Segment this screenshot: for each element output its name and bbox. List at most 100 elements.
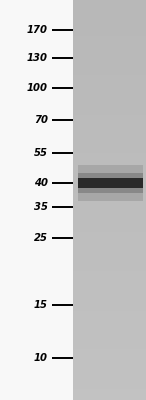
Bar <box>73 179 146 180</box>
Bar <box>73 365 146 367</box>
Bar <box>73 172 146 173</box>
Bar <box>73 247 146 248</box>
Bar <box>73 17 146 19</box>
Bar <box>73 221 146 223</box>
Bar <box>73 216 146 217</box>
Bar <box>73 196 146 197</box>
Bar <box>73 29 146 31</box>
Bar <box>73 12 146 13</box>
Bar <box>73 27 146 28</box>
Bar <box>73 148 146 149</box>
Bar <box>73 276 146 277</box>
Bar <box>73 69 146 71</box>
Bar <box>73 7 146 8</box>
Bar <box>73 173 146 175</box>
Bar <box>73 140 146 141</box>
Bar <box>73 152 146 153</box>
Bar <box>73 295 146 296</box>
Bar <box>73 268 146 269</box>
Bar <box>73 316 146 317</box>
Bar <box>73 119 146 120</box>
Bar <box>73 363 146 364</box>
Bar <box>73 75 146 76</box>
Bar <box>73 367 146 368</box>
Bar <box>73 203 146 204</box>
Bar <box>73 231 146 232</box>
Bar <box>73 124 146 125</box>
Bar <box>73 373 146 375</box>
Bar <box>73 311 146 312</box>
Bar <box>73 323 146 324</box>
Bar <box>73 328 146 329</box>
Bar <box>73 195 146 196</box>
Bar <box>73 151 146 152</box>
Bar <box>73 4 146 5</box>
Bar <box>73 200 146 201</box>
Bar <box>73 271 146 272</box>
Bar <box>73 184 146 185</box>
Bar <box>73 352 146 353</box>
Bar <box>73 155 146 156</box>
Bar <box>73 237 146 239</box>
Bar <box>73 160 146 161</box>
Bar <box>73 161 146 163</box>
Bar <box>73 65 146 67</box>
Bar <box>73 387 146 388</box>
Bar <box>73 131 146 132</box>
Bar <box>73 61 146 63</box>
Bar <box>73 32 146 33</box>
Bar <box>73 339 146 340</box>
Bar <box>73 253 146 255</box>
Bar <box>73 37 146 39</box>
Bar <box>73 224 146 225</box>
Bar <box>78 165 143 201</box>
Bar <box>73 341 146 343</box>
Bar <box>73 319 146 320</box>
Bar <box>73 335 146 336</box>
Bar <box>73 228 146 229</box>
Bar <box>73 176 146 177</box>
Bar <box>73 293 146 295</box>
Bar <box>73 327 146 328</box>
Bar <box>73 185 146 187</box>
Bar <box>73 396 146 397</box>
Bar <box>73 204 146 205</box>
Bar <box>73 225 146 227</box>
Bar <box>73 59 146 60</box>
Bar <box>73 24 146 25</box>
Bar <box>73 256 146 257</box>
Bar <box>73 33 146 35</box>
Bar <box>73 355 146 356</box>
Bar <box>73 395 146 396</box>
Bar <box>73 227 146 228</box>
Bar <box>73 117 146 119</box>
Bar <box>73 156 146 157</box>
Bar <box>73 104 146 105</box>
Bar <box>73 84 146 85</box>
Bar <box>73 153 146 155</box>
Bar <box>73 292 146 293</box>
Bar <box>73 279 146 280</box>
Bar <box>73 183 146 184</box>
Bar <box>73 379 146 380</box>
Bar <box>73 23 146 24</box>
Bar <box>73 115 146 116</box>
Bar <box>73 79 146 80</box>
Bar <box>73 39 146 40</box>
Text: 25: 25 <box>34 233 48 243</box>
Bar <box>73 85 146 87</box>
Bar <box>73 217 146 219</box>
Bar <box>73 63 146 64</box>
Bar <box>73 297 146 299</box>
Bar <box>73 112 146 113</box>
Bar <box>73 64 146 65</box>
Bar <box>73 167 146 168</box>
Bar <box>73 325 146 327</box>
Bar <box>73 15 146 16</box>
Text: 35: 35 <box>34 202 48 212</box>
Bar <box>73 56 146 57</box>
Bar <box>73 129 146 131</box>
Bar <box>0 0 73 400</box>
Bar <box>73 331 146 332</box>
Bar <box>73 243 146 244</box>
